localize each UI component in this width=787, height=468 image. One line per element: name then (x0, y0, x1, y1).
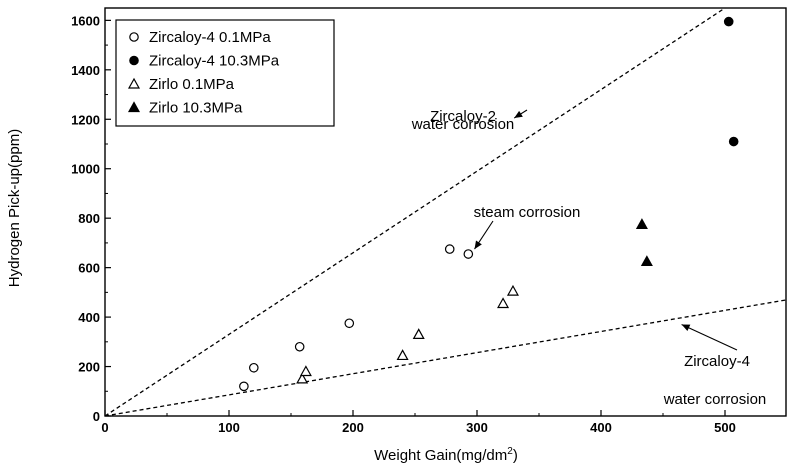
data-point-series-0 (239, 381, 249, 392)
annotation-zircaloy-4-line1: Zircaloy-4 (684, 353, 750, 370)
y-tick-label: 600 (78, 261, 100, 276)
legend-label-3: Zirlo 10.3MPa (149, 100, 243, 117)
x-tick-label: 300 (466, 420, 488, 435)
data-point-series-0 (344, 318, 355, 329)
y-tick-label: 1600 (71, 13, 100, 28)
trend-lines (105, 8, 787, 416)
legend-label-1: Zircaloy-4 10.3MPa (149, 53, 280, 70)
data-point-series-0 (463, 249, 474, 259)
x-tick-label: 100 (218, 420, 240, 435)
data-point-series-0 (444, 244, 455, 254)
annotation-zircaloy-2-line2: water corrosion (411, 116, 515, 133)
trend-line-zircaloy-2 (105, 8, 726, 416)
data-points (239, 16, 739, 392)
annotation-zircaloy-4-line2: water corrosion (663, 391, 767, 408)
annotation-steam-corrosion: steam corrosion (474, 204, 581, 221)
x-tick-label: 0 (101, 420, 108, 435)
data-point-series-2 (299, 365, 312, 377)
legend-box (115, 19, 335, 127)
axis-ticks: 0 100 200 300 400 500 0 200 400 600 800 1000 1200 140… (71, 13, 736, 435)
y-tick-label: 200 (78, 360, 100, 375)
data-point-series-3 (640, 255, 653, 267)
y-axis-title: Hydrogen Pick-up(ppm) (6, 129, 23, 287)
data-point-series-2 (497, 297, 510, 309)
annotation-arrowhead-steam (474, 240, 482, 250)
data-point-series-3 (635, 218, 648, 229)
y-tick-label: 1000 (71, 162, 100, 177)
annotation-arrowhead-zircaloy-2 (514, 110, 523, 119)
y-tick-label: 1200 (71, 112, 100, 127)
legend-label-0: Zircaloy-4 0.1MPa (149, 29, 271, 46)
x-tick-label: 400 (590, 420, 612, 435)
annotation-arrows (474, 109, 738, 351)
y-tick-label: 400 (78, 310, 100, 325)
legend-marker-2 (127, 77, 141, 89)
y-tick-label: 0 (93, 409, 100, 424)
plot-frame (104, 7, 787, 417)
legend-marker-1 (129, 55, 139, 66)
y-tick-label: 800 (78, 211, 100, 226)
legend-marker-3 (127, 101, 141, 113)
x-tick-label: 200 (342, 420, 364, 435)
data-point-series-0 (294, 341, 305, 352)
annotation-arrowhead-zircaloy-4 (681, 324, 691, 332)
annotation-zircaloy-2-line1: Zircaloy-2 (430, 108, 496, 125)
annotation-arrow-zircaloy-4 (681, 324, 738, 351)
y-tick-label: 1400 (71, 63, 100, 78)
data-point-series-2 (396, 349, 409, 361)
data-point-series-1 (723, 16, 734, 27)
data-point-series-1 (728, 136, 739, 147)
data-point-series-2 (412, 328, 425, 339)
trend-line-zircaloy-4 (105, 299, 787, 416)
data-point-series-2 (506, 284, 519, 296)
x-axis-title: Weight Gain(mg/dm2) (374, 446, 518, 464)
legend: Zircaloy-4 0.1MPa Zircaloy-4 10.3MPa Zirlo… (115, 19, 335, 127)
legend-marker-0 (129, 32, 139, 42)
legend-label-2: Zirlo 0.1MPa (149, 76, 235, 93)
x-tick-label: 500 (714, 420, 736, 435)
data-point-series-0 (249, 362, 259, 373)
data-point-series-2 (296, 372, 309, 384)
